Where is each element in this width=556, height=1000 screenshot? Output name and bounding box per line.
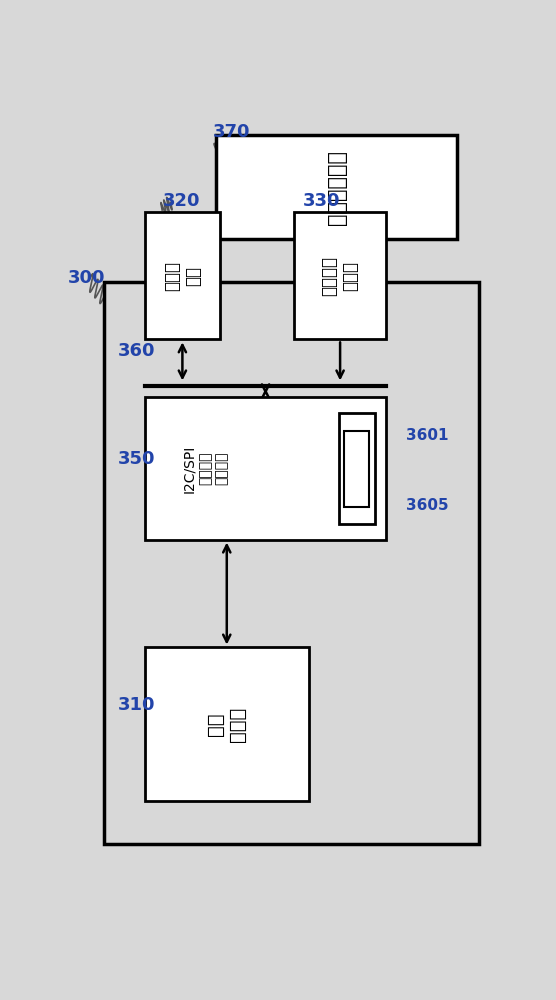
Text: 320: 320 (163, 192, 200, 210)
Bar (145, 397, 386, 540)
Text: 計算機主系統: 計算機主系統 (327, 150, 346, 225)
Bar (216, 135, 458, 239)
Text: 3601: 3601 (406, 428, 448, 443)
Text: 只讀存
儲器: 只讀存 儲器 (163, 261, 202, 291)
Bar (145, 647, 309, 801)
Text: 360: 360 (117, 342, 155, 360)
Text: 3605: 3605 (406, 497, 449, 512)
Text: 310: 310 (117, 696, 155, 714)
Bar (344, 431, 369, 507)
Text: I2C/SPI
指令之倵
測與解讀: I2C/SPI 指令之倵 測與解讀 (182, 444, 229, 493)
Bar (104, 282, 479, 844)
Text: 脈波寬度
調變器: 脈波寬度 調變器 (320, 256, 359, 296)
Bar (145, 212, 220, 339)
Text: 圖形
處理器: 圖形 處理器 (206, 707, 247, 742)
Text: 350: 350 (117, 450, 155, 468)
Bar (294, 212, 386, 339)
Text: 330: 330 (303, 192, 340, 210)
Text: 370: 370 (212, 123, 250, 141)
Text: 300: 300 (68, 269, 106, 287)
Bar (339, 413, 375, 524)
